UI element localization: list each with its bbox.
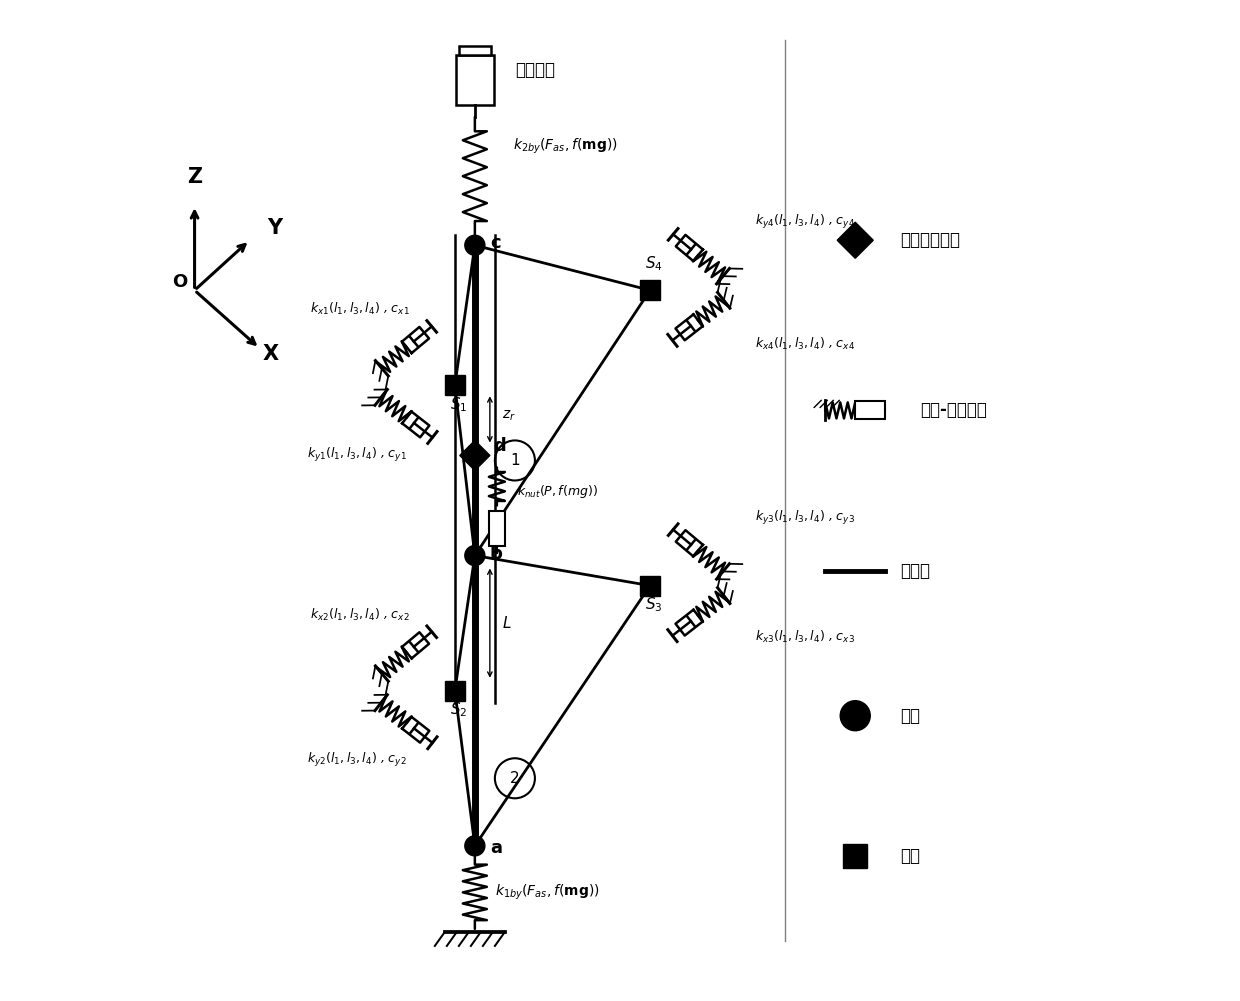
Text: $k_{y4}(l_1,l_3,l_4)$ , $c_{y4}$: $k_{y4}(l_1,l_3,l_4)$ , $c_{y4}$ (755, 213, 856, 231)
Text: $S_4$: $S_4$ (645, 254, 663, 273)
Text: b: b (490, 545, 502, 563)
Bar (459, 46, 491, 55)
Text: $S_1$: $S_1$ (450, 395, 467, 414)
Text: $k_{x3}(l_1,l_3,l_4)$ , $c_{x3}$: $k_{x3}(l_1,l_3,l_4)$ , $c_{x3}$ (755, 629, 856, 645)
Text: 1: 1 (510, 453, 520, 467)
Text: Z: Z (187, 167, 202, 187)
Text: $k_{x1}(l_1,l_3,l_4)$ , $c_{x1}$: $k_{x1}(l_1,l_3,l_4)$ , $c_{x1}$ (310, 301, 409, 317)
Bar (843, 844, 867, 868)
Bar (489, 511, 505, 546)
Text: 弹簧-阻尼单元: 弹簧-阻尼单元 (920, 401, 987, 419)
Text: d: d (492, 437, 506, 455)
Text: $k_{nut}(P, f(mg))$: $k_{nut}(P, f(mg))$ (517, 483, 598, 500)
Text: 集中质量单元: 集中质量单元 (900, 231, 960, 249)
Text: $k_{2by}(F_{as}, f(\mathbf{mg}))$: $k_{2by}(F_{as}, f(\mathbf{mg}))$ (513, 136, 618, 156)
Text: $k_{1by}(F_{as}, f(\mathbf{mg}))$: $k_{1by}(F_{as}, f(\mathbf{mg}))$ (495, 883, 600, 902)
Circle shape (465, 235, 485, 255)
Bar (856, 401, 885, 419)
Polygon shape (460, 440, 490, 470)
Text: O: O (172, 273, 187, 291)
Circle shape (841, 701, 870, 731)
Text: 节点: 节点 (900, 707, 920, 725)
Text: $k_{x2}(l_1,l_3,l_4)$ , $c_{x2}$: $k_{x2}(l_1,l_3,l_4)$ , $c_{x2}$ (310, 607, 409, 623)
Text: $L$: $L$ (502, 616, 511, 631)
Text: 梁单元: 梁单元 (900, 562, 930, 580)
Bar (640, 576, 660, 596)
Text: $k_{y2}(l_1,l_3,l_4)$ , $c_{y2}$: $k_{y2}(l_1,l_3,l_4)$ , $c_{y2}$ (306, 751, 407, 769)
Bar (456, 55, 494, 105)
Polygon shape (837, 222, 873, 258)
Text: 2: 2 (510, 771, 520, 786)
Bar (445, 681, 465, 701)
Text: $z_r$: $z_r$ (502, 408, 516, 422)
Text: $k_{y3}(l_1,l_3,l_4)$ , $c_{y3}$: $k_{y3}(l_1,l_3,l_4)$ , $c_{y3}$ (755, 509, 856, 527)
Circle shape (465, 836, 485, 856)
Text: c: c (490, 234, 501, 252)
Bar (445, 375, 465, 395)
Text: 伺服电机: 伺服电机 (515, 61, 554, 79)
Text: $k_{x4}(l_1,l_3,l_4)$ , $c_{x4}$: $k_{x4}(l_1,l_3,l_4)$ , $c_{x4}$ (755, 336, 856, 352)
Circle shape (465, 546, 485, 566)
Bar (640, 280, 660, 300)
Text: $k_{y1}(l_1,l_3,l_4)$ , $c_{y1}$: $k_{y1}(l_1,l_3,l_4)$ , $c_{y1}$ (306, 445, 407, 463)
Text: $S_3$: $S_3$ (645, 596, 663, 615)
Text: X: X (263, 344, 279, 364)
Text: 滑块: 滑块 (900, 847, 920, 865)
Text: $S_2$: $S_2$ (450, 701, 467, 720)
Text: a: a (490, 839, 502, 857)
Text: Y: Y (268, 218, 283, 238)
